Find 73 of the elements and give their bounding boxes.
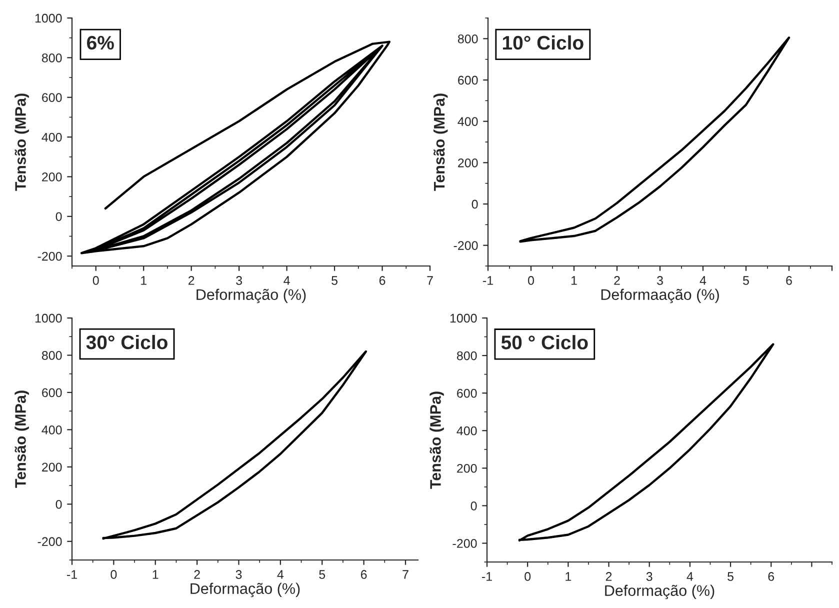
x-tick-label: 5 <box>332 276 338 285</box>
y-tick-label: 600 <box>457 388 477 398</box>
x-tick-label: 3 <box>236 276 242 285</box>
y-tick-label: 0 <box>470 501 477 510</box>
x-tick-label: 6 <box>360 570 367 579</box>
line-series <box>102 350 367 540</box>
y-axis-title: Tensão (MPa) <box>14 94 29 191</box>
y-tick-label: 1000 <box>35 14 62 23</box>
x-tick-label: 6 <box>768 572 774 581</box>
y-tick-label: 200 <box>42 172 62 182</box>
x-axis-title: Deformação (%) <box>190 582 300 598</box>
x-axis-title: Deformação (%) <box>605 584 714 600</box>
y-axis-title: Tensão (MPa) <box>430 392 444 489</box>
y-tick-label: 400 <box>42 132 62 142</box>
y-axis-title: Tensão (MPa) <box>14 390 29 488</box>
y-tick-label: 1000 <box>35 314 62 323</box>
x-axis-title: Deformação (%) <box>196 288 306 304</box>
x-tick-label: 7 <box>427 276 433 285</box>
x-tick-label: 6 <box>379 276 386 285</box>
y-tick-label: -200 <box>38 252 62 261</box>
y-tick-label: 600 <box>42 388 62 398</box>
x-tick-label: 1 <box>141 276 146 285</box>
x-tick-label: -1 <box>67 570 77 579</box>
y-tick-label: 200 <box>42 462 62 472</box>
x-tick-label: 1 <box>566 572 572 581</box>
y-tick-label: 0 <box>56 212 62 222</box>
x-tick-label: 4 <box>700 276 706 285</box>
y-tick-label: 0 <box>472 200 478 209</box>
x-tick-label: 5 <box>743 276 749 285</box>
y-tick-label: 0 <box>56 500 62 509</box>
x-tick-label: 5 <box>728 572 734 581</box>
y-tick-label: 800 <box>458 34 478 44</box>
x-tick-label: 4 <box>277 570 284 579</box>
y-tick-label: 800 <box>42 53 62 62</box>
x-tick-label: 3 <box>236 570 242 579</box>
x-tick-label: 4 <box>686 572 694 581</box>
x-tick-label: 0 <box>524 572 531 581</box>
x-tick-label: 0 <box>92 276 99 285</box>
x-tick-label: 4 <box>284 276 290 285</box>
x-axis-title: Deformaação (%) <box>601 288 719 304</box>
y-tick-label: 200 <box>457 464 477 473</box>
y-tick-label: 400 <box>456 426 477 436</box>
annotation: 30° Ciclo <box>86 334 168 350</box>
y-tick-label: 400 <box>42 425 62 434</box>
y-tick-label: 600 <box>42 93 62 102</box>
y-tick-label: 400 <box>458 117 478 126</box>
y-tick-label: -200 <box>454 241 478 250</box>
annotation: 50 ° Ciclo <box>501 335 588 350</box>
y-tick-label: -200 <box>38 537 62 546</box>
x-tick-label: 2 <box>606 572 612 581</box>
x-tick-label: 6 <box>786 276 792 285</box>
x-tick-label: 2 <box>194 570 200 579</box>
x-tick-label: 1 <box>152 570 158 579</box>
x-tick-label: 7 <box>402 570 408 579</box>
x-tick-label: 5 <box>319 570 326 579</box>
y-tick-label: 1000 <box>450 314 477 323</box>
x-tick-label: 3 <box>657 276 663 285</box>
x-tick-label: -1 <box>482 572 492 581</box>
y-tick-label: 600 <box>458 76 478 85</box>
y-tick-label: 800 <box>456 351 477 360</box>
y-axis-title: Tensão (MPa) <box>433 94 448 191</box>
annotation: 10° Ciclo <box>502 35 584 50</box>
y-tick-label: 800 <box>42 351 62 360</box>
y-tick-label: 200 <box>458 158 478 168</box>
y-tick-label: -200 <box>452 539 477 548</box>
x-tick-label: 2 <box>614 276 620 285</box>
x-tick-label: 2 <box>188 276 194 285</box>
x-tick-label: 0 <box>528 276 534 285</box>
x-tick-label: 1 <box>571 276 577 285</box>
x-tick-label: -1 <box>483 276 493 285</box>
annotation: 6% <box>87 36 114 50</box>
x-tick-label: 3 <box>646 572 652 581</box>
x-tick-label: 0 <box>110 570 117 579</box>
